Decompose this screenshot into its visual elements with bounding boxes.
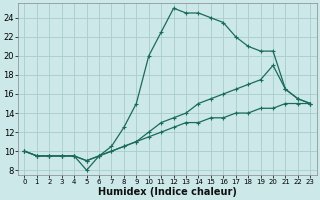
X-axis label: Humidex (Indice chaleur): Humidex (Indice chaleur)	[98, 187, 237, 197]
